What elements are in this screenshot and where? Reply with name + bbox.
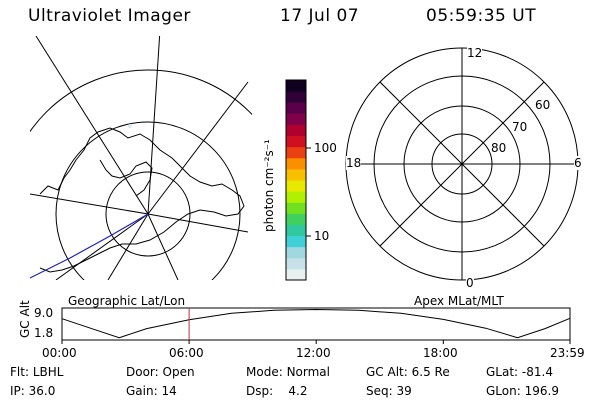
colorbar-cell bbox=[286, 135, 306, 148]
mlt-label-bottom: 0 bbox=[466, 276, 474, 290]
x-tick-label: 12:00 bbox=[296, 346, 331, 360]
glon-info: GLon: 196.9 bbox=[486, 384, 559, 398]
lat-circle bbox=[105, 171, 191, 257]
colorbar-cell bbox=[286, 235, 306, 248]
mlat-label: 60 bbox=[535, 98, 551, 112]
date-label: 17 Jul 07 bbox=[280, 6, 360, 26]
coastline bbox=[99, 159, 153, 197]
colorbar-cell bbox=[286, 91, 306, 103]
colorbar-cell bbox=[286, 202, 306, 214]
x-tick-label: 18:00 bbox=[423, 346, 458, 360]
colorbar-cells bbox=[286, 80, 306, 281]
time-label: 05:59:35 UT bbox=[426, 6, 537, 26]
altitude-ylabel: GC Alt bbox=[18, 300, 32, 338]
instrument-title: Ultraviolet Imager bbox=[28, 6, 191, 26]
mlt-meridian bbox=[379, 81, 545, 247]
coastline bbox=[39, 127, 245, 273]
y-tick-label: 9.0 bbox=[34, 306, 54, 320]
colorbar-cell bbox=[286, 180, 306, 192]
dsp-value: 4.2 bbox=[288, 384, 308, 398]
colorbar-cell bbox=[286, 191, 306, 203]
colorbar-cell bbox=[286, 213, 306, 225]
colorbar-cell bbox=[286, 257, 306, 270]
x-tick-label: 23:59 bbox=[550, 346, 585, 360]
flt-value: LBHL bbox=[32, 365, 64, 379]
x-tick-label: 00:00 bbox=[42, 346, 77, 360]
colorbar-cell bbox=[286, 168, 306, 181]
apex-label: Apex MLat/MLT bbox=[414, 294, 504, 308]
dsp-info: Dsp: 4.2 bbox=[246, 384, 308, 398]
colorbar-cell bbox=[286, 246, 306, 259]
glon-value: 196.9 bbox=[524, 384, 559, 398]
colorbar-cell bbox=[286, 102, 306, 114]
seq-value: 39 bbox=[396, 384, 412, 398]
mode-value: Normal bbox=[286, 365, 330, 379]
mode-info: Mode: Normal bbox=[246, 365, 330, 379]
ip-value: 36.0 bbox=[28, 384, 56, 398]
seq-info: Seq: 39 bbox=[366, 384, 412, 398]
ip-info: IP: 36.0 bbox=[10, 384, 56, 398]
glat-value: -81.4 bbox=[521, 365, 553, 379]
mlat-label: 80 bbox=[491, 141, 507, 155]
glat-info: GLat: -81.4 bbox=[486, 365, 553, 379]
y-tick-label: 1.8 bbox=[34, 326, 54, 340]
gain-info: Gain: 14 bbox=[126, 384, 177, 398]
mlat-label: 70 bbox=[512, 120, 528, 134]
orbit-track bbox=[30, 213, 149, 279]
plot-frame bbox=[61, 307, 571, 341]
colorbar-cell bbox=[286, 157, 306, 170]
colorbar-cell bbox=[286, 124, 306, 137]
altitude-curve bbox=[61, 308, 571, 339]
gain-value: 14 bbox=[161, 384, 177, 398]
colorbar-tick-label: 10 bbox=[314, 229, 330, 243]
lat-circle bbox=[55, 121, 241, 280]
spot-marker bbox=[128, 124, 132, 128]
gcalt-info: GC Alt: 6.5 Re bbox=[366, 365, 450, 379]
flt-info: Flt: LBHL bbox=[10, 365, 64, 379]
x-tick-label: 06:00 bbox=[169, 346, 204, 360]
geographic-label: Geographic Lat/Lon bbox=[68, 294, 186, 308]
colorbar-cell bbox=[286, 224, 306, 237]
x-tick-marks bbox=[61, 340, 571, 344]
colorbar-cell bbox=[286, 146, 306, 159]
gcalt-value: 6.5 Re bbox=[411, 365, 450, 379]
colorbar-cell bbox=[286, 80, 306, 92]
colorbar-cell bbox=[286, 113, 306, 125]
door-value: Open bbox=[162, 365, 195, 379]
mlt-label-left: 18 bbox=[346, 156, 362, 170]
mlt-label-top: 12 bbox=[467, 46, 483, 60]
door-info: Door: Open bbox=[126, 365, 195, 379]
colorbar-tick-label: 100 bbox=[314, 141, 337, 155]
mlt-label-right: 6 bbox=[574, 156, 582, 170]
colorbar-cell bbox=[286, 268, 306, 281]
lat-circle bbox=[30, 69, 252, 133]
